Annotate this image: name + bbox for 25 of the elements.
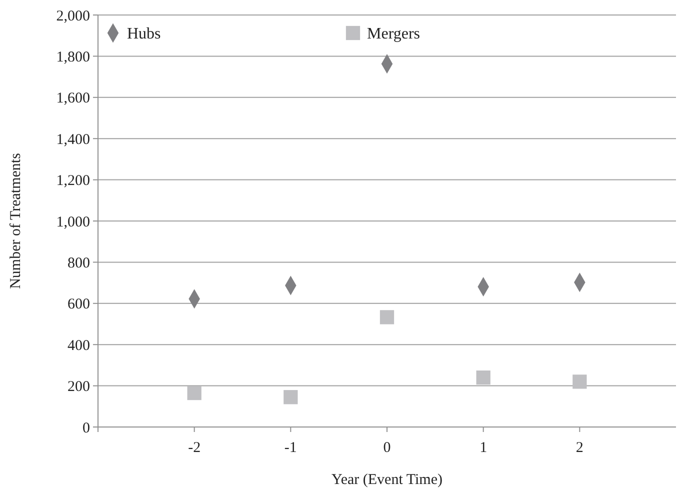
y-tick-label: 800	[68, 255, 90, 272]
point	[187, 386, 202, 400]
y-tick-label: 0	[82, 420, 90, 436]
y-tick-label: 400	[68, 338, 90, 354]
x-axis-title: Year (Event Time)	[332, 472, 442, 488]
legend-label: Hubs	[127, 26, 161, 43]
point	[476, 370, 490, 385]
legend-label: Mergers	[367, 26, 420, 43]
x-tick-label: -1	[284, 440, 297, 456]
point	[380, 310, 394, 324]
x-tick-label: -2	[188, 440, 201, 456]
y-tick-label: 1,400	[56, 132, 90, 148]
point	[572, 374, 587, 389]
y-axis-title: Number of Treatments	[8, 152, 24, 289]
y-tick-label: 2,000	[56, 8, 90, 24]
y-tick-label: 600	[68, 296, 90, 313]
y-tick-label: 1,200	[56, 173, 90, 190]
x-tick-label: 0	[383, 440, 391, 456]
y-tick-label: 200	[68, 379, 90, 396]
x-tick-label: 1	[480, 440, 488, 456]
y-tick-label: 1,600	[56, 90, 90, 107]
y-tick-label: 1,800	[56, 49, 90, 66]
x-tick-label: 2	[576, 440, 584, 456]
y-tick-label: 1,000	[56, 214, 90, 230]
point	[284, 390, 298, 404]
